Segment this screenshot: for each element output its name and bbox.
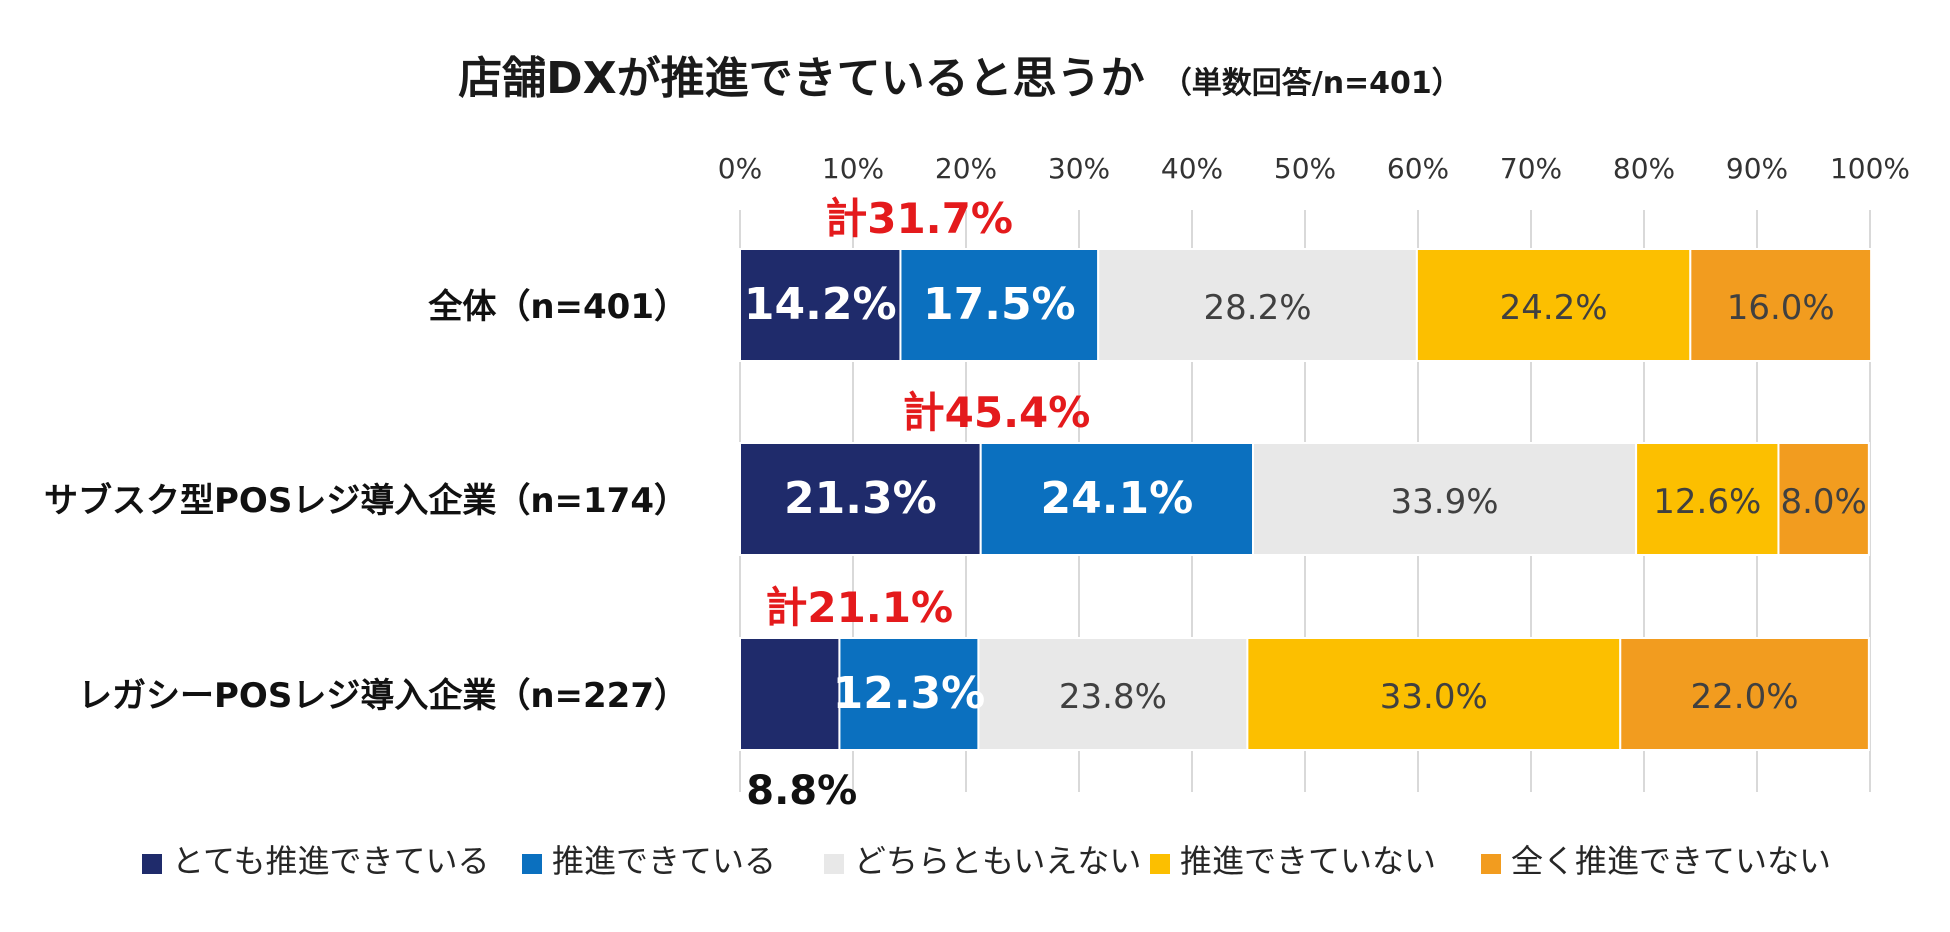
- bar-segment: [1415, 248, 1692, 362]
- chart-title-main: 店舗DXが推進できていると思うか: [458, 53, 1144, 104]
- total-annotation: 計31.7%: [825, 194, 1013, 243]
- total-annotations: 計31.7% 計45.4% 計21.1%: [765, 194, 1090, 632]
- data-label: 28.2%: [1204, 288, 1312, 328]
- x-tick-label: 30%: [1048, 152, 1110, 185]
- legend-swatch: [522, 854, 542, 874]
- legend-label: どちらともいえない: [854, 842, 1141, 880]
- total-annotation: 計21.1%: [765, 583, 953, 632]
- x-tick-label: 80%: [1613, 152, 1675, 185]
- bars: [739, 248, 1873, 751]
- x-axis-ticks: 0% 10% 20% 30% 40% 50% 60% 70% 80% 90% 100%: [718, 152, 1910, 185]
- legend-label: 推進できていない: [1180, 842, 1436, 880]
- x-tick-label: 10%: [822, 152, 884, 185]
- bar-segment: [1619, 637, 1870, 751]
- category-label: レガシーPOSレジ導入企業（n=227）: [78, 676, 688, 716]
- data-label: 21.3%: [784, 473, 937, 524]
- bar-segment: [838, 637, 980, 751]
- data-label: 23.8%: [1059, 677, 1167, 717]
- bar-segment: [1097, 248, 1418, 362]
- legend-label: 推進できている: [552, 842, 776, 880]
- legend-swatch: [1150, 854, 1170, 874]
- x-tick-label: 100%: [1830, 152, 1910, 185]
- data-label: 17.5%: [923, 279, 1076, 330]
- legend-swatch: [1481, 854, 1501, 874]
- bar-segment: [1246, 637, 1622, 751]
- data-label: 24.2%: [1500, 288, 1608, 328]
- data-label: 22.0%: [1691, 677, 1799, 717]
- chart-title: 店舗DXが推進できていると思うか （単数回答/n=401）: [458, 53, 1462, 104]
- bar-segment: [1777, 442, 1870, 556]
- legend-swatch: [824, 854, 844, 874]
- x-tick-label: 0%: [718, 152, 762, 185]
- bar-segment: [1635, 442, 1780, 556]
- bar-segment: [739, 637, 841, 751]
- legend-swatch: [142, 854, 162, 874]
- legend: とても推進できている 推進できている どちらともいえない 推進できていない 全く推進でき…: [142, 842, 1831, 880]
- category-label: サブスク型POSレジ導入企業（n=174）: [44, 481, 688, 521]
- data-label: 33.9%: [1391, 482, 1499, 522]
- data-label: 24.1%: [1041, 473, 1194, 524]
- data-label: 12.3%: [833, 668, 986, 719]
- category-labels: 全体（n=401） サブスク型POSレジ導入企業（n=174） レガシーPOSレジ導…: [44, 287, 688, 716]
- legend-label: とても推進できている: [172, 842, 489, 880]
- data-label: 16.0%: [1727, 288, 1835, 328]
- x-tick-label: 90%: [1726, 152, 1788, 185]
- data-label: 33.0%: [1380, 677, 1488, 717]
- data-label: 8.0%: [1780, 482, 1866, 522]
- x-tick-label: 70%: [1500, 152, 1562, 185]
- x-tick-label: 60%: [1387, 152, 1449, 185]
- x-tick-label: 20%: [935, 152, 997, 185]
- segment-labels: 14.2% 17.5% 28.2% 24.2% 16.0% 21.3% 24.1% 33.9%…: [744, 279, 1867, 814]
- bar-segment: [739, 442, 982, 556]
- x-tick-label: 50%: [1274, 152, 1336, 185]
- bar-segment: [899, 248, 1100, 362]
- bar-segment: [739, 248, 902, 362]
- category-label: 全体（n=401）: [427, 287, 688, 327]
- total-annotation: 計45.4%: [903, 388, 1091, 437]
- data-label: 12.6%: [1653, 482, 1761, 522]
- bar-segment: [1689, 248, 1873, 362]
- chart-title-sub: （単数回答/n=401）: [1162, 66, 1462, 101]
- data-label: 8.8%: [746, 768, 857, 814]
- data-label: 14.2%: [744, 279, 897, 330]
- bar-segment: [979, 442, 1255, 556]
- bar-segment: [977, 637, 1249, 751]
- x-tick-label: 40%: [1161, 152, 1223, 185]
- legend-label: 全く推進できていない: [1511, 842, 1831, 880]
